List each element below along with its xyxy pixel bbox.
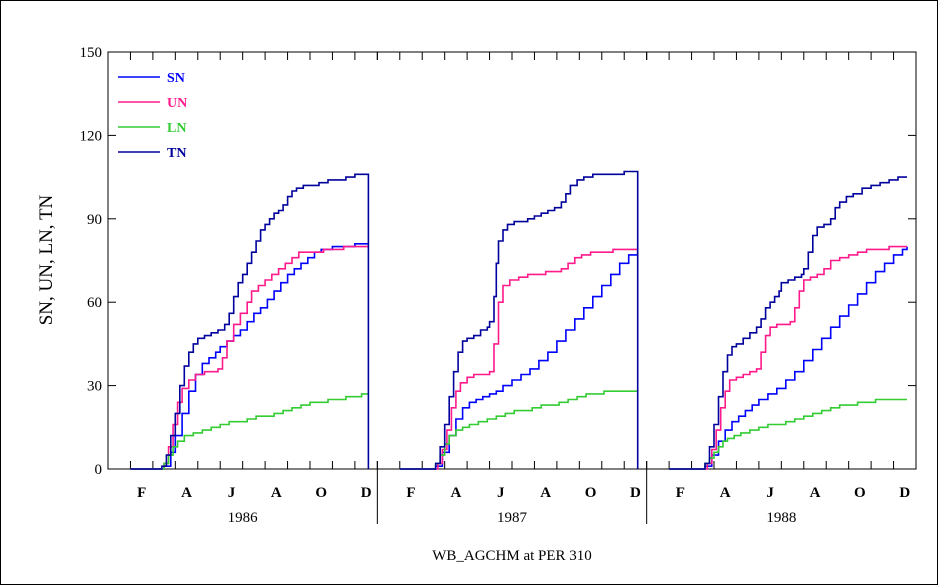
legend-label-un: UN bbox=[167, 96, 187, 111]
month-label: A bbox=[181, 485, 192, 501]
series-line-un-1988 bbox=[669, 245, 907, 470]
series-line-ln-1987 bbox=[399, 390, 638, 470]
legend-label-ln: LN bbox=[167, 121, 186, 136]
year-label: 1988 bbox=[766, 510, 796, 526]
y-tick-label: 90 bbox=[87, 212, 102, 228]
year-label: 1986 bbox=[228, 510, 259, 526]
plot-area bbox=[107, 51, 917, 470]
legend-label-sn: SN bbox=[167, 71, 185, 86]
y-axis-label: SN, UN, LN, TN bbox=[36, 194, 57, 325]
month-label: A bbox=[271, 485, 282, 501]
legend-label-tn: TN bbox=[167, 146, 186, 161]
y-tick-label: 0 bbox=[95, 462, 103, 478]
month-label: A bbox=[720, 485, 731, 501]
series-line-tn-1986 bbox=[130, 173, 370, 470]
series-line-sn-1986 bbox=[130, 243, 369, 470]
month-label: F bbox=[676, 485, 685, 501]
month-label: J bbox=[497, 485, 505, 501]
month-label: F bbox=[137, 485, 146, 501]
month-label: D bbox=[361, 485, 372, 501]
series-line-un-1987 bbox=[399, 248, 638, 470]
month-label: A bbox=[540, 485, 551, 501]
month-label: A bbox=[450, 485, 461, 501]
y-axis-ticks: 0 30 60 90 120 150 bbox=[80, 45, 916, 478]
year-label: 1987 bbox=[497, 510, 528, 526]
y-tick-label: 60 bbox=[87, 295, 102, 311]
series-line-tn-1987 bbox=[399, 170, 639, 470]
series-line-tn-1988 bbox=[669, 176, 907, 470]
series-line-ln-1986 bbox=[130, 393, 369, 470]
month-label: A bbox=[810, 485, 821, 501]
month-label: F bbox=[406, 485, 415, 501]
legend: SN UN LN TN bbox=[118, 71, 187, 161]
series-line-un-1986 bbox=[130, 245, 369, 470]
month-label: J bbox=[228, 485, 236, 501]
y-tick-label: 120 bbox=[80, 128, 103, 144]
month-label: J bbox=[766, 485, 774, 501]
month-label: O bbox=[585, 485, 597, 501]
y-tick-label: 150 bbox=[80, 45, 103, 61]
series-line-sn-1988 bbox=[669, 246, 908, 470]
y-tick-label: 30 bbox=[87, 379, 102, 395]
x-axis-ticks: F A J A O D 1986 F A J A O D 1987 F A J A O D 1988 bbox=[107, 52, 917, 526]
series-layer bbox=[130, 170, 908, 470]
month-label: D bbox=[630, 485, 641, 501]
month-label: O bbox=[854, 485, 866, 501]
series-line-sn-1987 bbox=[399, 249, 639, 470]
month-label: O bbox=[315, 485, 327, 501]
series-line-ln-1988 bbox=[669, 398, 907, 470]
month-label: D bbox=[899, 485, 910, 501]
x-axis-label: WB_AGCHM at PER 310 bbox=[432, 548, 592, 564]
